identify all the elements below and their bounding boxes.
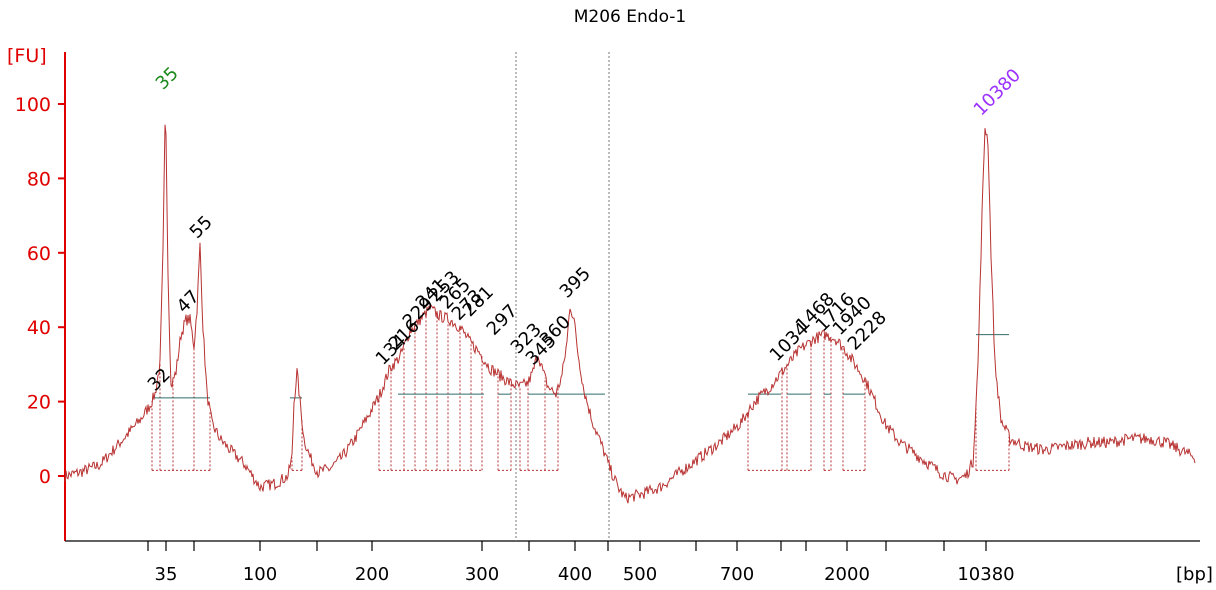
peak-label: 55: [186, 212, 217, 243]
axes: [64, 52, 1200, 542]
y-tick-label: 40: [27, 317, 51, 339]
signal-trace: [64, 124, 1196, 504]
y-tick-label: 20: [27, 392, 51, 414]
x-tick-label: 35: [155, 564, 178, 585]
peak-label: 47: [173, 286, 204, 317]
y-tick-label: 100: [15, 94, 51, 116]
peak-label: 395: [556, 263, 595, 302]
x-ticks: 35 100 200 300 400 500 700 2000 10380: [147, 541, 1015, 585]
x-tick-label: 10380: [957, 564, 1014, 585]
peak-baselines: [152, 334, 1009, 399]
y-tick-label: 0: [39, 466, 51, 488]
peak-labels: 3235475513421622924125326527328129732334…: [144, 63, 1025, 395]
region-dividers: [515, 52, 610, 541]
x-tick-label: 300: [465, 564, 499, 585]
peak-label: 10380: [970, 65, 1025, 120]
y-tick-label: 60: [27, 243, 51, 265]
peak-integration-boxes: [151, 313, 1010, 471]
y-axis-label: [FU]: [7, 45, 47, 67]
x-tick-label: 200: [355, 564, 389, 585]
peak-label: 35: [152, 63, 183, 94]
x-tick-label: 2000: [824, 564, 870, 585]
x-tick-label: 500: [623, 564, 657, 585]
x-axis-label: [bp]: [1176, 564, 1213, 585]
x-tick-label: 100: [243, 564, 277, 585]
x-tick-label: 400: [558, 564, 592, 585]
y-tick-label: 80: [27, 168, 51, 190]
chart-title: M206 Endo-1: [574, 7, 687, 27]
x-tick-label: 700: [720, 564, 754, 585]
y-ticks: 0 20 40 60 80 100: [15, 94, 65, 488]
